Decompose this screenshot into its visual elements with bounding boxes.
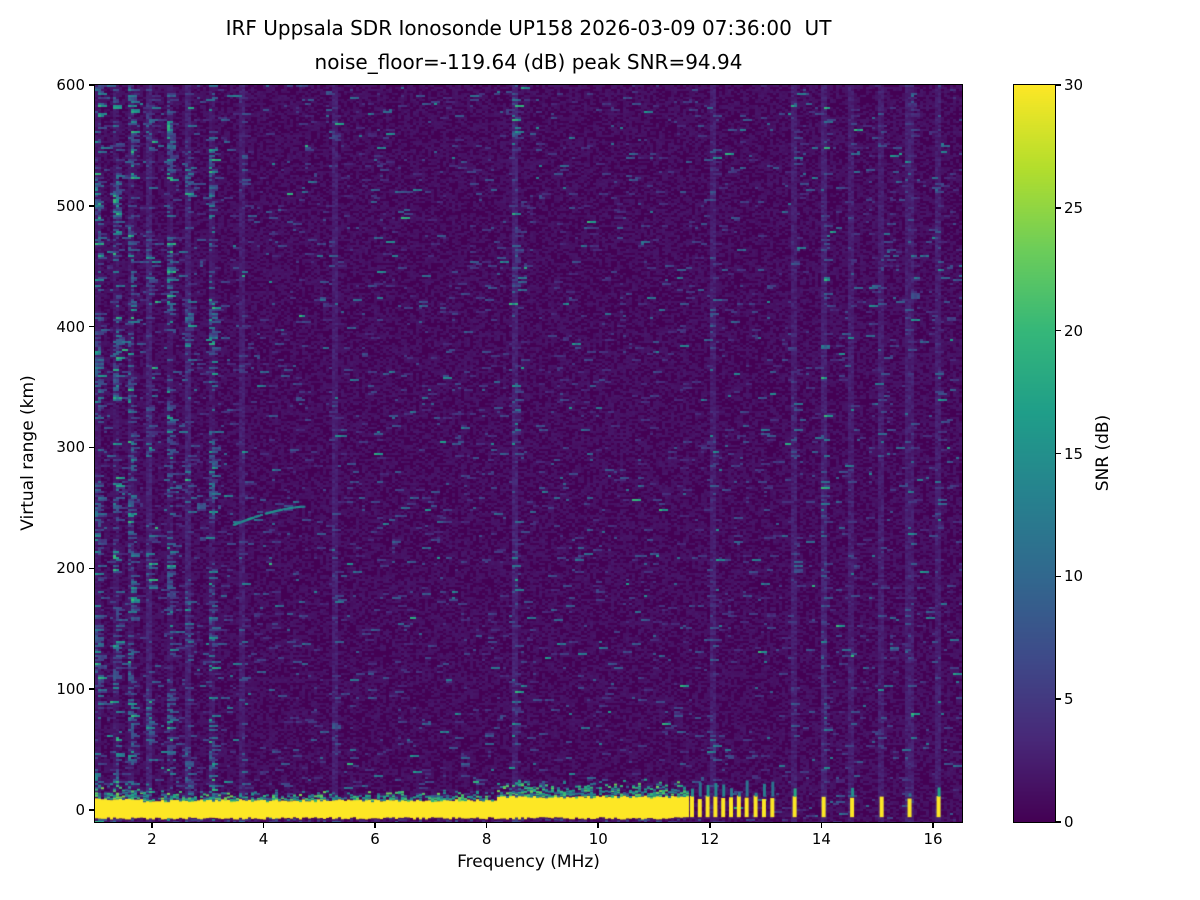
colorbar-tick-label: 15	[1064, 444, 1084, 463]
x-tick-mark	[932, 823, 934, 828]
x-tick-label: 8	[481, 830, 492, 848]
x-tick-label: 10	[588, 830, 608, 848]
colorbar-tick-label: 25	[1064, 198, 1084, 217]
colorbar	[1013, 84, 1056, 823]
colorbar-tick-mark	[1056, 821, 1061, 823]
x-tick-label: 16	[923, 830, 943, 848]
colorbar-tick-mark	[1056, 84, 1061, 86]
y-tick-mark	[89, 84, 94, 86]
y-tick-label: 600	[56, 76, 85, 94]
y-tick-label: 400	[56, 317, 85, 336]
y-tick-mark	[89, 446, 94, 449]
x-tick-mark	[151, 823, 153, 828]
colorbar-tick-label: 5	[1064, 690, 1074, 709]
x-tick-mark	[820, 823, 823, 828]
colorbar-tick-mark	[1056, 329, 1061, 332]
y-tick-mark	[89, 205, 94, 207]
y-tick-mark	[89, 809, 94, 811]
y-tick-label: 300	[56, 438, 85, 457]
y-tick-label: 100	[56, 680, 85, 699]
y-tick-label: 0	[75, 800, 85, 819]
x-tick-mark	[709, 823, 711, 828]
chart-subtitle: noise_floor=-119.64 (dB) peak SNR=94.94	[314, 50, 743, 74]
ionogram-heatmap	[94, 84, 963, 823]
x-tick-label: 2	[147, 830, 157, 848]
x-tick-label: 14	[811, 830, 831, 848]
y-tick-label: 500	[56, 196, 85, 215]
colorbar-tick-mark	[1056, 575, 1061, 578]
x-tick-mark	[262, 823, 265, 828]
colorbar-tick-label: 10	[1064, 567, 1084, 586]
colorbar-tick-label: 30	[1064, 76, 1084, 94]
chart-title: IRF Uppsala SDR Ionosonde UP158 2026-03-…	[225, 16, 832, 40]
y-tick-mark	[89, 325, 94, 328]
y-axis-label: Virtual range (km)	[18, 375, 38, 531]
x-tick-label: 6	[370, 830, 380, 848]
colorbar-tick-mark	[1056, 207, 1061, 209]
x-axis-label: Frequency (MHz)	[457, 852, 600, 872]
x-tick-label: 12	[700, 830, 720, 848]
x-tick-label: 4	[258, 830, 269, 848]
y-tick-mark	[89, 688, 94, 690]
x-tick-mark	[485, 823, 488, 828]
y-tick-mark	[89, 567, 94, 570]
x-tick-mark	[374, 823, 376, 828]
colorbar-tick-label: 0	[1064, 813, 1074, 831]
colorbar-tick-label: 20	[1064, 321, 1084, 340]
x-tick-mark	[597, 823, 599, 828]
colorbar-tick-mark	[1056, 698, 1061, 700]
colorbar-tick-mark	[1056, 452, 1061, 455]
y-tick-label: 200	[56, 559, 85, 578]
